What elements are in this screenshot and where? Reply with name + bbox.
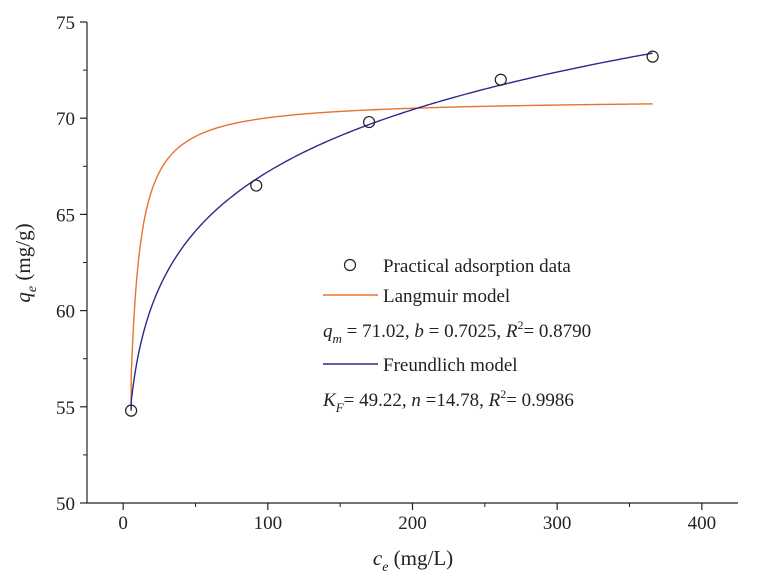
legend-label-freundlich: Freundlich model <box>383 355 518 376</box>
freundlich-curve <box>130 52 653 411</box>
data-point <box>646 50 659 63</box>
x-axis-title: ce (mg/L) <box>373 546 453 575</box>
langmuir-params: qm = 71.02, b = 0.7025, R2= 0.8790 <box>323 318 591 346</box>
data-point <box>250 179 263 192</box>
data-point <box>363 115 376 129</box>
x-tick-label: 0 <box>118 513 128 534</box>
data-point <box>125 404 138 417</box>
y-tick-label: 65 <box>56 205 75 226</box>
legend-label-practical: Practical adsorption data <box>383 256 571 277</box>
y-tick-label: 55 <box>56 398 75 419</box>
y-tick-label: 75 <box>56 13 75 34</box>
langmuir-curve <box>130 103 653 411</box>
axes: 0 100 200 300 400 50 55 60 65 70 75 <box>56 13 738 534</box>
legend: Practical adsorption data Langmuir model… <box>322 256 591 415</box>
x-tick-label: 200 <box>398 513 427 534</box>
plot-area <box>125 50 659 417</box>
x-tick-label: 100 <box>254 513 283 534</box>
y-tick-label: 50 <box>56 494 75 515</box>
y-tick-label: 70 <box>56 109 75 130</box>
x-tick-label: 300 <box>543 513 572 534</box>
legend-label-langmuir: Langmuir model <box>383 286 510 307</box>
y-axis-title: qe (mg/g) <box>11 223 40 302</box>
y-tick-label: 60 <box>56 302 75 323</box>
x-tick-label: 400 <box>688 513 717 534</box>
freundlich-params: KF= 49.22, n =14.78, R2= 0.9986 <box>322 387 574 415</box>
data-point <box>494 73 507 86</box>
legend-marker-practical <box>343 258 357 272</box>
